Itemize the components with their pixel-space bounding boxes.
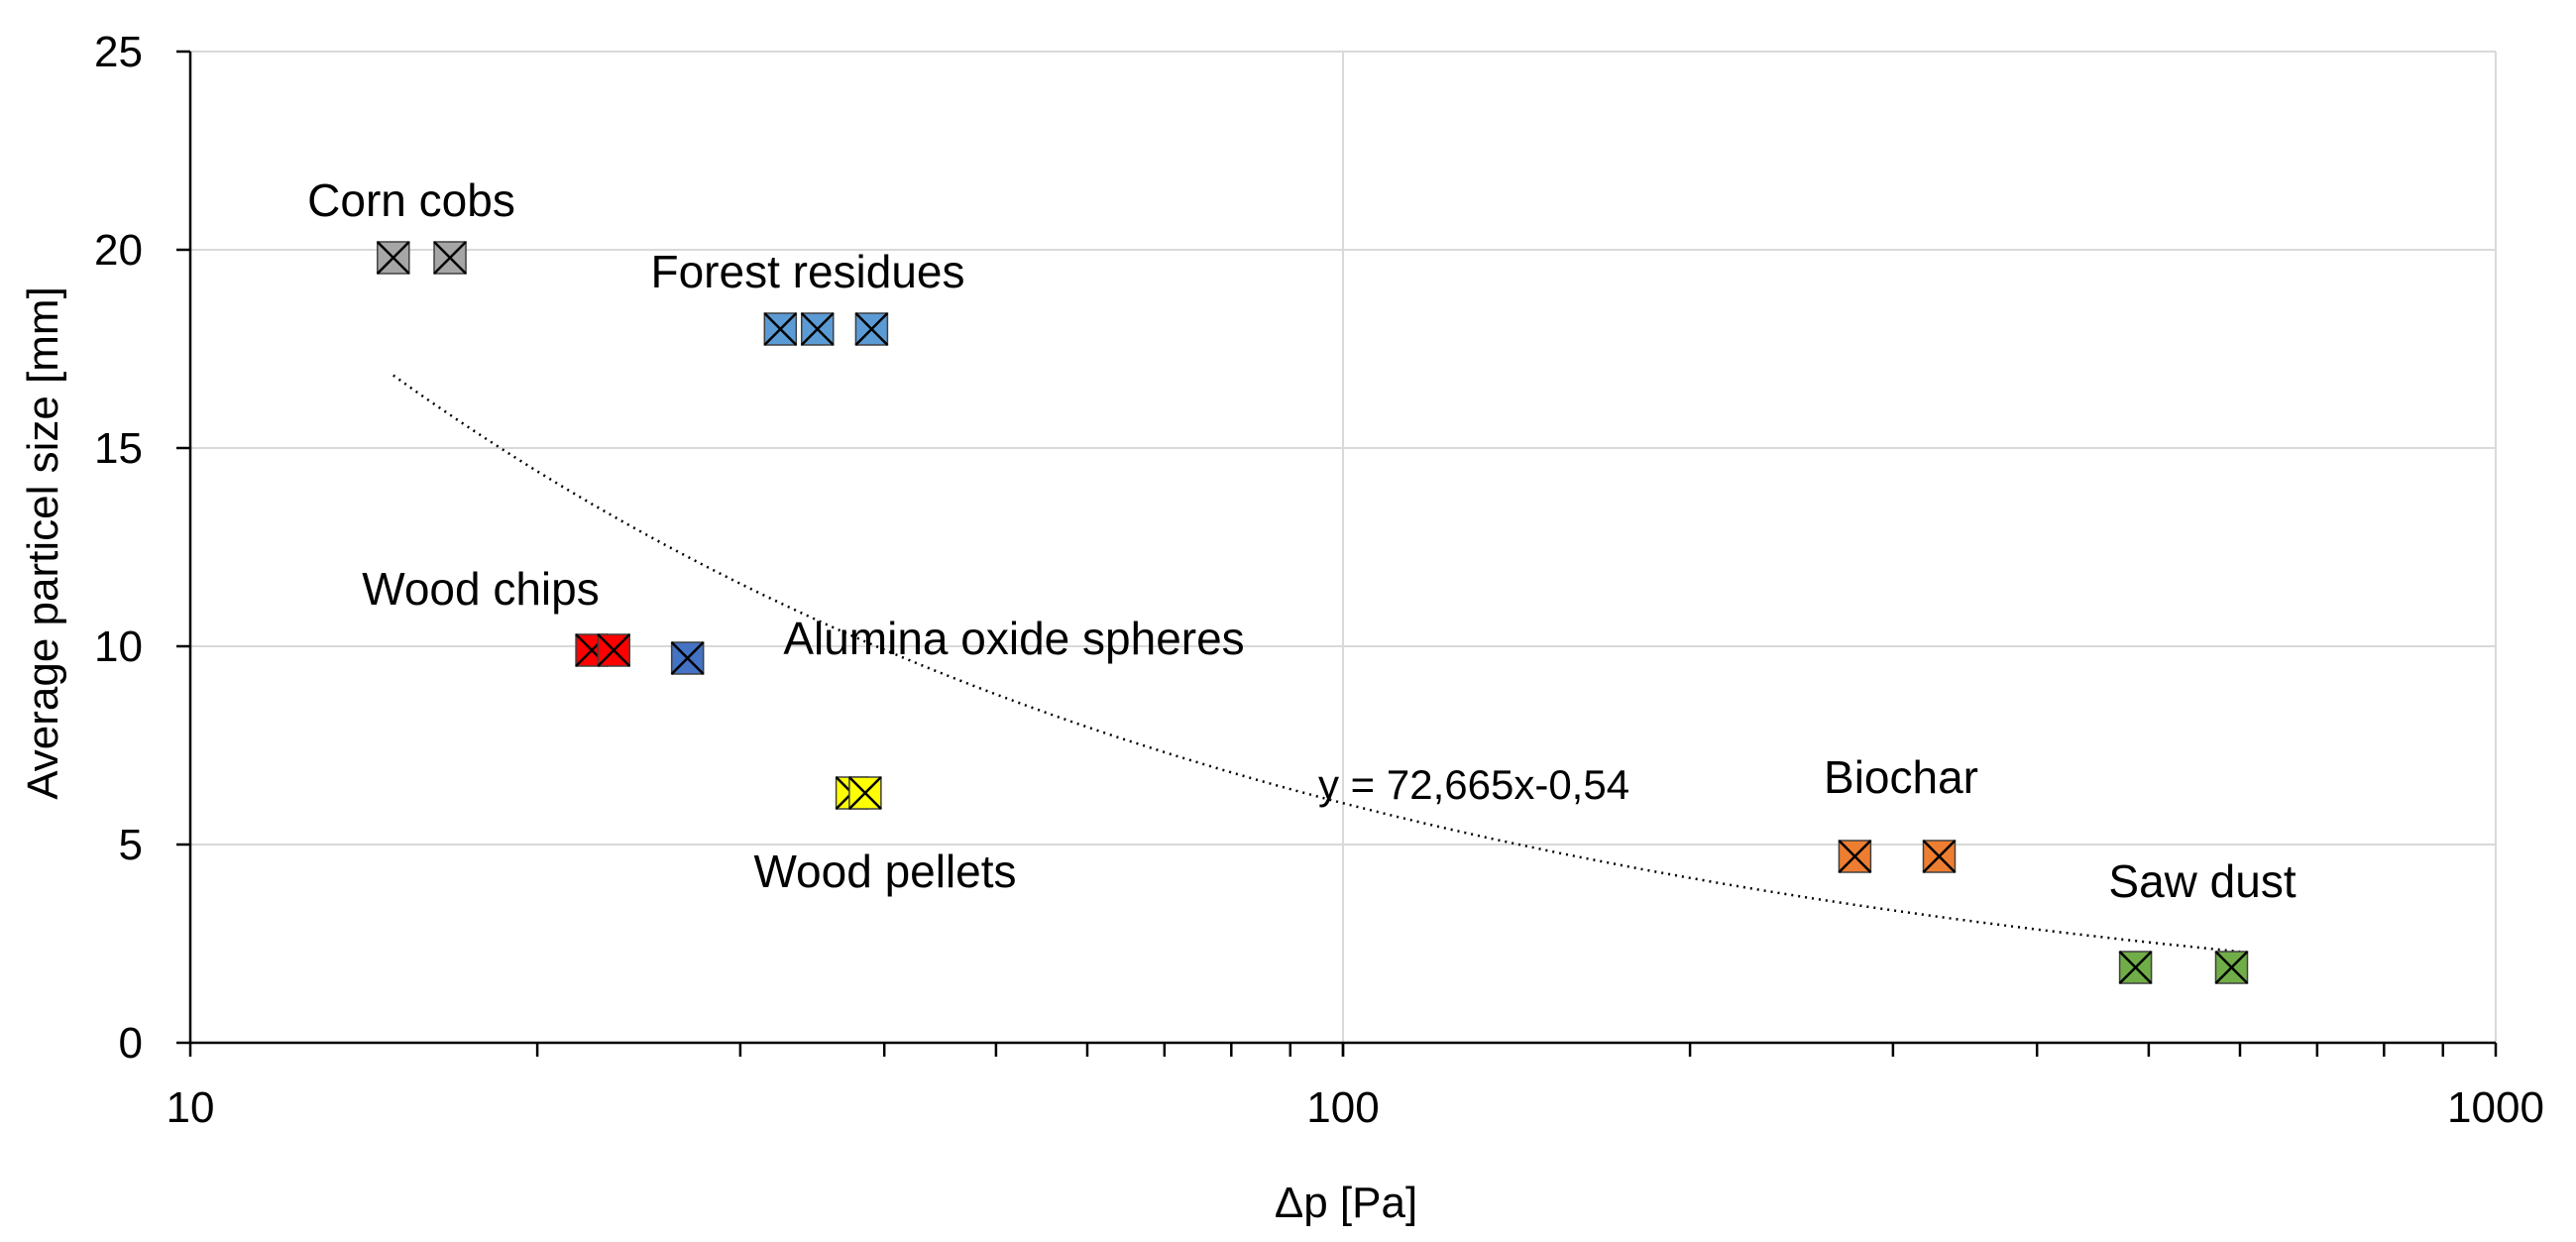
data-point [597,633,631,667]
data-point [800,312,835,346]
trendline-group: y = 72,665x-0,54 [392,374,2241,954]
y-tick-label: 10 [94,622,143,671]
point-marker-cross [854,312,889,346]
point-marker-cross [763,312,798,346]
data-point [376,241,410,275]
gridlines [190,51,2497,1043]
data-point [670,641,705,675]
point-marker-cross [597,633,631,667]
series-label: Wood pellets [753,846,1016,897]
data-point [848,776,882,810]
axes: 0 5 10 15 20 25 10 100 1000 [94,28,2544,1132]
x-tick-label: 100 [1306,1083,1379,1132]
point-marker-cross [2118,951,2153,984]
series-label: Biochar [1824,751,1978,803]
data-point [854,312,889,346]
power-trendline [392,374,2241,954]
point-marker-cross [1922,840,1957,873]
point-marker-cross [848,776,882,810]
y-tick-label: 15 [94,424,143,473]
data-point [1838,840,1872,873]
point-marker-cross [670,641,705,675]
x-axis-title: Δp [Pa] [1275,1179,1417,1227]
series-label: Alumina oxide spheres [783,613,1244,664]
trendline-equation: y = 72,665x-0,54 [1318,761,1629,808]
series-labels: Corn cobs Forest residues Wood chips Alumin… [307,174,2296,907]
point-marker-cross [800,312,835,346]
data-point [1922,840,1957,873]
point-marker-cross [433,241,467,275]
series-label: Forest residues [650,246,964,297]
data-points [376,241,2249,984]
data-point [2214,951,2249,984]
point-marker-cross [1838,840,1872,873]
y-axis-title: Average particel size [mm] [19,286,67,800]
point-marker-cross [2214,951,2249,984]
x-tick-label: 1000 [2447,1083,2544,1132]
data-point [2118,951,2153,984]
series-label: Corn cobs [307,174,515,226]
y-tick-label: 25 [94,28,143,76]
data-point [763,312,798,346]
data-point [433,241,467,275]
y-tick-label: 0 [119,1019,143,1068]
series-label: Wood chips [362,563,600,615]
y-tick-label: 20 [94,226,143,275]
x-tick-label: 10 [167,1083,215,1132]
series-label: Saw dust [2108,855,2296,907]
y-tick-label: 5 [119,821,143,869]
point-marker-cross [376,241,410,275]
